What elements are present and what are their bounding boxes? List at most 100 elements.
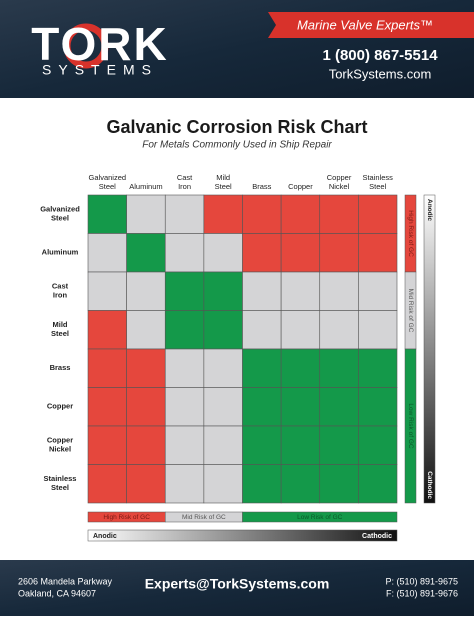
risk-cell bbox=[242, 310, 282, 350]
risk-cell bbox=[319, 464, 359, 504]
column-label: Brass bbox=[252, 182, 271, 191]
legend-bar-horizontal bbox=[242, 511, 398, 523]
risk-cell bbox=[87, 348, 127, 388]
risk-cell bbox=[242, 425, 282, 465]
address-line: Oakland, CA 94607 bbox=[18, 588, 96, 598]
risk-cell bbox=[280, 464, 321, 504]
footer-bg bbox=[0, 560, 474, 616]
risk-cell bbox=[87, 387, 127, 427]
risk-cell bbox=[358, 271, 398, 311]
risk-cell bbox=[242, 464, 282, 504]
risk-cell bbox=[319, 425, 359, 465]
email[interactable]: Experts@TorkSystems.com bbox=[145, 576, 330, 592]
row-label: Galvanized bbox=[40, 205, 80, 214]
risk-cell bbox=[203, 233, 243, 273]
column-label: Cast bbox=[177, 173, 193, 182]
column-label: Steel bbox=[369, 182, 386, 191]
risk-cell bbox=[203, 464, 243, 504]
legend-label: Low Risk of GC bbox=[297, 514, 342, 521]
risk-cell bbox=[203, 348, 243, 388]
risk-cell bbox=[358, 464, 398, 504]
risk-cell bbox=[358, 348, 398, 388]
row-label: Cast bbox=[52, 282, 69, 291]
risk-cell bbox=[87, 464, 127, 504]
column-label: Aluminum bbox=[129, 182, 162, 191]
risk-cell bbox=[242, 348, 282, 388]
legend-label: High Risk of GC bbox=[103, 514, 150, 521]
risk-cell bbox=[126, 425, 166, 465]
legend-label: High Risk of GC bbox=[407, 210, 414, 257]
row-label: Copper bbox=[47, 402, 73, 411]
legend-bar-vertical bbox=[404, 348, 417, 504]
risk-cell bbox=[203, 310, 243, 350]
row-label: Mild bbox=[53, 320, 68, 329]
risk-cell bbox=[126, 387, 166, 427]
row-label: Steel bbox=[51, 483, 69, 492]
risk-cell bbox=[358, 425, 398, 465]
risk-cell bbox=[164, 194, 205, 234]
logo-name: TORK bbox=[31, 18, 169, 70]
row-label: Nickel bbox=[49, 445, 71, 454]
scale-bar-horizontal bbox=[87, 529, 398, 542]
risk-cell bbox=[242, 233, 282, 273]
row-label: Copper bbox=[47, 436, 73, 445]
risk-cell bbox=[87, 310, 127, 350]
risk-cell bbox=[203, 271, 243, 311]
risk-cell bbox=[126, 464, 166, 504]
row-label: Steel bbox=[51, 214, 69, 223]
risk-cell bbox=[126, 271, 166, 311]
risk-cell bbox=[126, 233, 166, 273]
scale-end: Cathodic bbox=[362, 533, 392, 540]
tagline: Marine Valve Experts™ bbox=[297, 17, 433, 32]
column-label: Galvanized bbox=[89, 173, 127, 182]
address-line: 2606 Mandela Parkway bbox=[18, 576, 113, 586]
risk-cell bbox=[319, 310, 359, 350]
risk-cell bbox=[164, 310, 205, 350]
risk-cell bbox=[242, 387, 282, 427]
risk-cell bbox=[242, 271, 282, 311]
legend-label: Mid Risk of GC bbox=[182, 514, 226, 521]
column-label: Copper bbox=[327, 173, 352, 182]
logo-wheel bbox=[63, 23, 109, 69]
risk-cell bbox=[319, 194, 359, 234]
risk-cell bbox=[280, 348, 321, 388]
scale-end: Cathodic bbox=[426, 471, 433, 499]
footer-fax: F: (510) 891-9676 bbox=[386, 588, 458, 598]
scale-bar-vertical bbox=[423, 194, 436, 504]
risk-cell bbox=[164, 425, 205, 465]
risk-cell bbox=[126, 348, 166, 388]
risk-cell bbox=[319, 348, 359, 388]
risk-cell bbox=[126, 194, 166, 234]
column-label: Nickel bbox=[329, 182, 350, 191]
column-label: Stainless bbox=[362, 173, 393, 182]
risk-cell bbox=[358, 310, 398, 350]
row-label: Steel bbox=[51, 329, 69, 338]
risk-cell bbox=[242, 194, 282, 234]
risk-cell bbox=[280, 233, 321, 273]
title: Galvanic Corrosion Risk Chart bbox=[106, 117, 367, 137]
risk-cell bbox=[87, 425, 127, 465]
risk-cell bbox=[164, 348, 205, 388]
risk-cell bbox=[126, 310, 166, 350]
risk-cell bbox=[358, 387, 398, 427]
logo-sub: SYSTEMS bbox=[42, 62, 158, 78]
phone: 1 (800) 867-5514 bbox=[322, 47, 438, 64]
column-label: Steel bbox=[99, 182, 116, 191]
risk-cell bbox=[358, 233, 398, 273]
row-label: Stainless bbox=[44, 474, 77, 483]
row-label: Brass bbox=[50, 363, 71, 372]
risk-cell bbox=[319, 233, 359, 273]
row-label: Iron bbox=[53, 291, 68, 300]
risk-cell bbox=[319, 387, 359, 427]
risk-cell bbox=[280, 387, 321, 427]
tagline-banner bbox=[268, 12, 474, 38]
risk-cell bbox=[87, 271, 127, 311]
risk-cell bbox=[203, 387, 243, 427]
risk-cell bbox=[280, 194, 321, 234]
scale-start: Anodic bbox=[426, 199, 433, 221]
column-label: Steel bbox=[215, 182, 232, 191]
legend-label: Low Risk of GC bbox=[407, 403, 414, 448]
risk-cell bbox=[87, 233, 127, 273]
